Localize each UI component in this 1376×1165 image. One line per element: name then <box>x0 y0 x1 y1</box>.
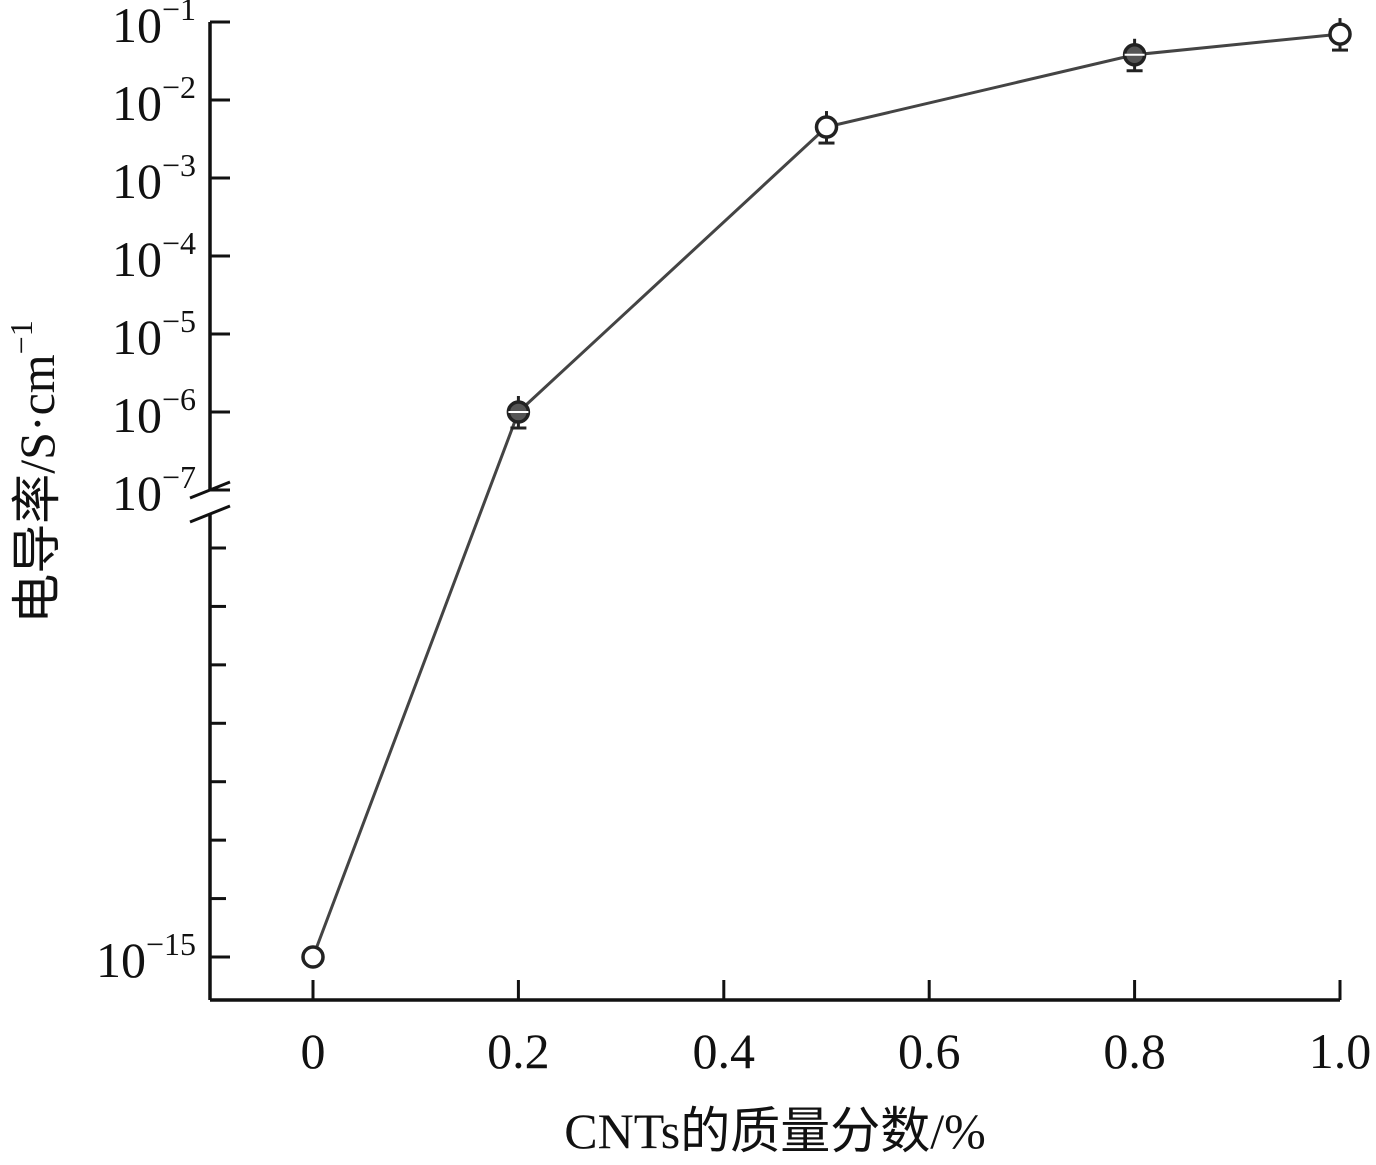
y-tick-label-0: 10−1 <box>112 0 196 53</box>
y-axis-title: 电导率/S·cm−1 <box>3 320 65 623</box>
x-axis-title: CNTs的质量分数/% <box>564 1103 986 1159</box>
y-tick-label-6: 10−7 <box>112 459 196 521</box>
data-point-0 <box>301 945 325 969</box>
y-axis-title-superscript: −1 <box>3 320 39 354</box>
axes <box>189 22 1340 1002</box>
series-line-0 <box>311 32 1341 958</box>
y-tick-label-2: 10−3 <box>112 147 196 209</box>
y-tick-label-1: 10−2 <box>112 69 196 131</box>
x-tick-label-2: 0.4 <box>693 1023 756 1079</box>
data-point-2 <box>814 115 839 139</box>
x-tick-label-0: 0 <box>301 1023 326 1079</box>
y-tick-label-7: 10−15 <box>96 926 196 988</box>
y-tick-label-4: 10−5 <box>112 303 196 365</box>
axis-break-stroke-2 <box>189 504 231 524</box>
x-tick-label-1: 0.2 <box>487 1023 550 1079</box>
y-axis-title-main: 电导率/S·cm <box>9 354 65 624</box>
y-tick-label-3: 10−4 <box>112 225 196 287</box>
y-tick-label-5: 10−6 <box>112 381 196 443</box>
ticks: 10−1 10−2 10−3 10−4 10−5 10−6 10−7 10−15 0 0.2 0.4… <box>96 0 1371 1079</box>
data-point-4 <box>1328 22 1352 46</box>
x-tick-label-5: 1.0 <box>1309 1023 1372 1079</box>
series <box>301 18 1352 969</box>
x-tick-label-4: 0.8 <box>1103 1023 1166 1079</box>
x-tick-label-3: 0.6 <box>898 1023 961 1079</box>
